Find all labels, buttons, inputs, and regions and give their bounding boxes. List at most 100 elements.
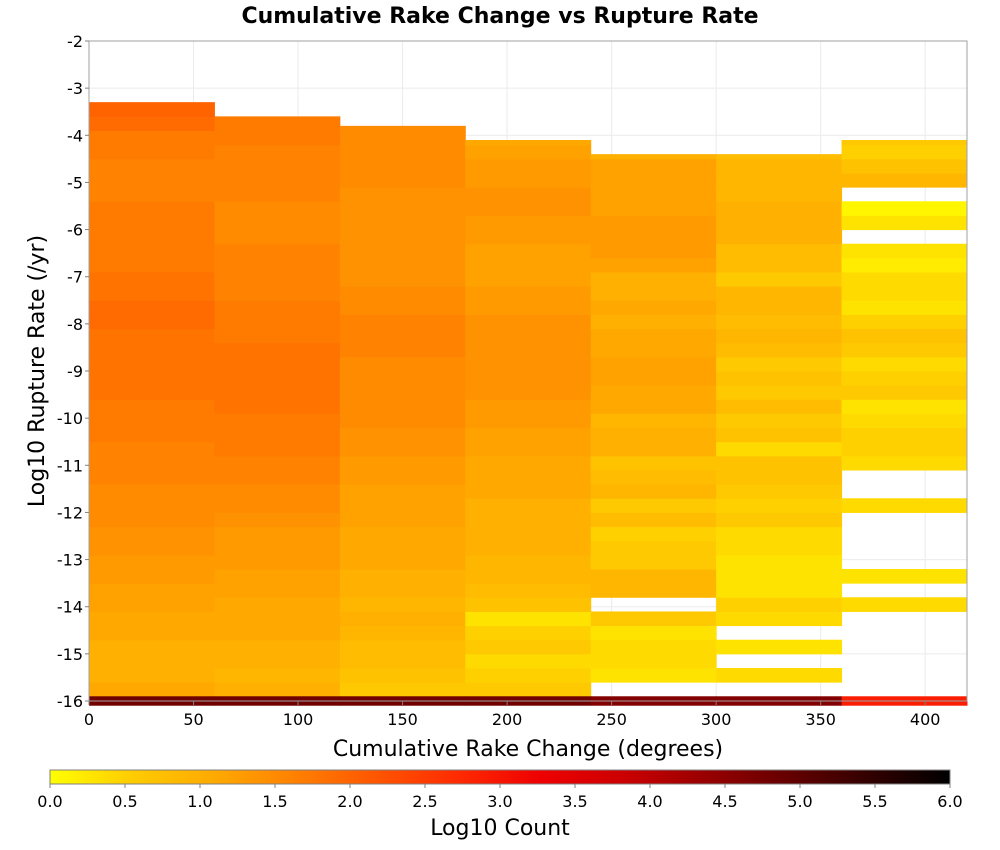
heatmap-cell [89,173,215,188]
heatmap-cell [716,154,843,160]
heatmap-cell [716,668,843,683]
heatmap-cell [841,314,968,330]
heatmap-cell [716,158,843,174]
colorbar-tick-label: 4.5 [712,792,737,811]
heatmap-cell [89,470,215,485]
heatmap-cell [841,498,968,513]
heatmap-cell [590,639,717,655]
heatmap-cell [339,314,466,330]
x-tick-label: 400 [910,710,941,729]
heatmap-cell [89,257,215,273]
heatmap-cell [590,229,717,245]
heatmap-cell [590,611,717,627]
x-axis-label: Cumulative Rake Change (degrees) [333,737,723,762]
heatmap-cell [214,116,341,117]
heatmap-cell [214,413,341,429]
heatmap-cell [590,314,717,330]
heatmap-cell [465,328,592,344]
y-tick-label: -9 [67,362,83,381]
heatmap-cell [339,286,466,301]
heatmap-cell [841,356,968,372]
heatmap-cell [214,554,341,570]
heatmap-cell [590,154,717,160]
heatmap-cell [339,399,466,414]
heatmap-cell [89,427,215,443]
heatmap-cell [465,455,592,471]
x-tick-label: 350 [805,710,836,729]
y-tick-label: -13 [57,551,83,570]
heatmap-cell [716,498,843,513]
x-tick-label: 100 [283,710,314,729]
heatmap-cell [465,201,592,216]
heatmap-cell [89,342,215,358]
heatmap-cell [465,229,592,245]
heatmap-cell [465,498,592,513]
heatmap-cell [716,427,843,443]
colorbar-tick-label: 6.0 [937,792,962,811]
heatmap-cell [716,314,843,330]
heatmap-cell [89,229,215,245]
heatmap-cell [89,554,215,570]
heatmap-cell [339,583,466,598]
heatmap-cell [841,243,968,259]
heatmap-cell [339,484,466,499]
heatmap-cell [716,328,843,344]
heatmap-cell [465,611,592,627]
y-tick-label: -15 [57,645,83,664]
heatmap-cell [214,427,341,443]
heatmap-cell [465,625,592,641]
heatmap-cell [339,512,466,528]
heatmap-cell [89,314,215,330]
heatmap-cell [841,201,968,216]
heatmap-cell [89,243,215,259]
heatmap-cell [590,342,717,358]
heatmap-cell [716,597,843,612]
y-axis-label: Log10 Rupture Rate (/yr) [25,235,50,507]
heatmap-cell [841,140,968,146]
colorbar-tick-label: 2.0 [337,792,362,811]
heatmap-cell [716,342,843,358]
heatmap-cell [716,356,843,372]
colorbar-tick-label: 3.0 [487,792,512,811]
heatmap-cell [590,413,717,429]
heatmap-cell [590,328,717,344]
x-tick-label: 250 [596,710,627,729]
heatmap-cell [841,272,968,287]
heatmap-cell [465,653,592,669]
heatmap-cell [590,540,717,556]
heatmap-cell [214,215,341,231]
y-tick-label: -12 [57,503,83,522]
y-tick-label: -4 [67,126,83,145]
heatmap-cell [590,441,717,457]
heatmap-cell [339,540,466,556]
heatmap-cell [339,455,466,471]
heatmap-cell [716,243,843,259]
heatmap-cell [841,385,968,400]
heatmap-cell [716,399,843,414]
heatmap-cell [214,342,341,358]
heatmap-cell [214,314,341,330]
heatmap-cell [465,371,592,386]
heatmap-cell [465,272,592,287]
heatmap-cell [590,272,717,287]
heatmap-cell [89,455,215,471]
y-tick-label: -5 [67,173,83,192]
colorbar-tick-label: 0.5 [112,792,137,811]
heatmap-cell [214,540,341,556]
heatmap-cell [339,625,466,641]
heatmap-cell [339,130,466,146]
colorbar-tick-label: 0.0 [37,792,62,811]
heatmap-cell [841,342,968,358]
heatmap-cell [89,668,215,683]
heatmap-cell [841,597,968,612]
heatmap-cell [214,526,341,542]
heatmap-cell [339,356,466,372]
colorbar-label: Log10 Count [430,816,570,841]
colorbar-tick-label: 2.5 [412,792,437,811]
heatmap-cell [339,385,466,400]
heatmap-cell [89,102,215,103]
heatmap-cell [214,512,341,528]
heatmap-cell [89,583,215,598]
heatmap-cell [339,125,466,132]
heatmap-cell [465,173,592,188]
